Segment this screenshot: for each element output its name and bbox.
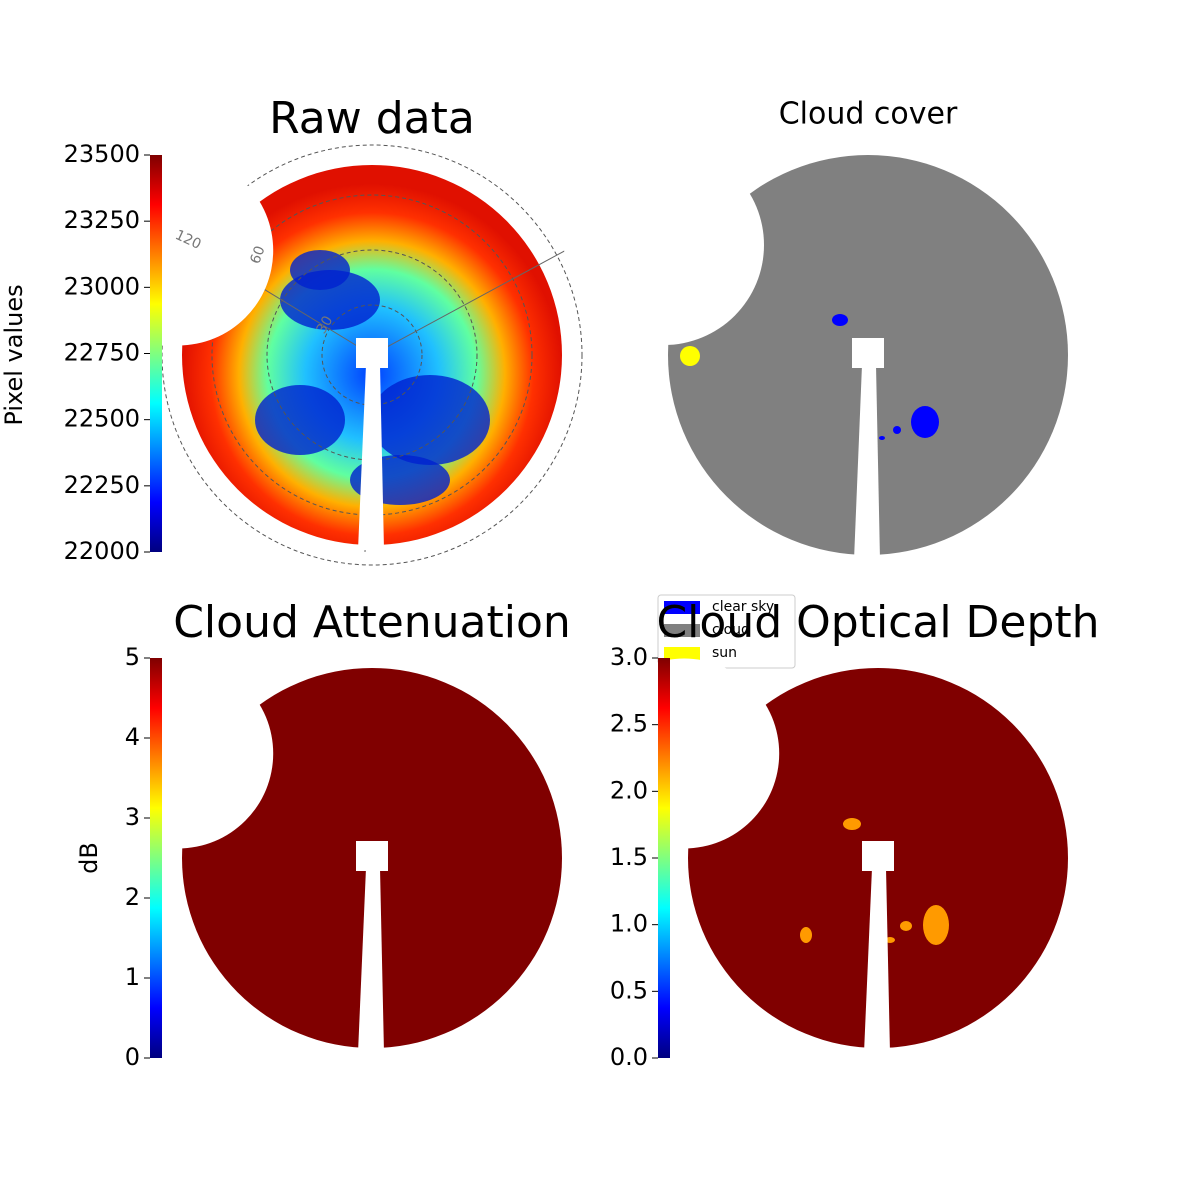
- sky-image: [589, 658, 1068, 1053]
- cloud-blob: [290, 250, 350, 290]
- mast-mask: [358, 868, 384, 1053]
- colorbar-tick-label: 23000: [64, 272, 140, 300]
- mount-mask: [356, 841, 388, 871]
- mask-notch: [564, 145, 764, 345]
- colorbar-tick-label: 0.5: [610, 976, 648, 1004]
- colorbar: [150, 155, 162, 552]
- colorbar-label: dB: [75, 842, 103, 874]
- sun-marker: [680, 346, 700, 366]
- colorbar-tick-label: 3.0: [610, 643, 648, 671]
- mast-mask: [358, 365, 384, 550]
- colorbar-label: Pixel values: [0, 284, 28, 425]
- colorbar: [150, 658, 162, 1058]
- colorbar-tick-label: 23250: [64, 206, 140, 234]
- thin-cloud: [900, 921, 912, 931]
- polar-spoke: [371, 247, 571, 356]
- sky-image: [564, 145, 1068, 560]
- colorbar-tick-label: 2: [125, 883, 140, 911]
- colorbar-tick-label: 22750: [64, 339, 140, 367]
- clear-patch: [893, 426, 901, 434]
- polar-label: 30: [314, 313, 337, 336]
- colorbar-tick-label: 22000: [64, 537, 140, 565]
- sky-image: [83, 658, 562, 1053]
- clear-patch: [879, 436, 885, 440]
- thin-cloud: [800, 927, 812, 943]
- polar-label: 60: [247, 244, 268, 266]
- colorbar-tick-label: 0.0: [610, 1043, 648, 1071]
- polar-ring: [211, 194, 533, 516]
- panel-title: Cloud Attenuation: [173, 597, 571, 648]
- mast-mask: [864, 868, 890, 1053]
- mask-notch: [83, 155, 274, 346]
- legend-entry: clear sky: [712, 599, 774, 615]
- colorbar-tick-label: 22250: [64, 471, 140, 499]
- colorbar-tick-label: 2.0: [610, 776, 648, 804]
- colorbar-tick-label: 3: [125, 803, 140, 831]
- colorbar: [658, 658, 670, 1058]
- clear-patch: [832, 314, 848, 326]
- panel-title: Raw data: [269, 93, 475, 144]
- legend-entry: cloud: [712, 622, 750, 638]
- legend-entry: sun: [712, 645, 737, 661]
- colorbar-tick-label: 1.0: [610, 910, 648, 938]
- clear-patch: [911, 406, 939, 438]
- colorbar-tick-label: 4: [125, 723, 140, 751]
- panel-title: Cloud Optical Depth: [656, 597, 1099, 648]
- mask-notch: [83, 658, 274, 849]
- colorbar-tick-label: 1.5: [610, 843, 648, 871]
- colorbar-tick-label: 1: [125, 963, 140, 991]
- colorbar-tick-label: 23500: [64, 140, 140, 168]
- legend-swatch: [664, 624, 700, 637]
- mount-mask: [356, 338, 388, 368]
- thin-cloud: [843, 818, 861, 830]
- legend-swatch: [664, 647, 700, 660]
- colorbar-tick-label: 22500: [64, 405, 140, 433]
- mount-mask: [862, 841, 894, 871]
- colorbar-tick-label: 0: [125, 1043, 140, 1071]
- cloud-blob: [370, 375, 490, 465]
- mask-notch: [589, 658, 780, 849]
- colorbar-tick-label: 2.5: [610, 710, 648, 738]
- mast-mask: [854, 365, 880, 560]
- cloud-blob: [255, 385, 345, 455]
- legend-swatch: [664, 601, 700, 614]
- panel-title: Cloud cover: [779, 97, 958, 132]
- colorbar-tick-label: 5: [125, 643, 140, 671]
- mount-mask: [852, 338, 884, 368]
- thin-cloud: [923, 905, 949, 945]
